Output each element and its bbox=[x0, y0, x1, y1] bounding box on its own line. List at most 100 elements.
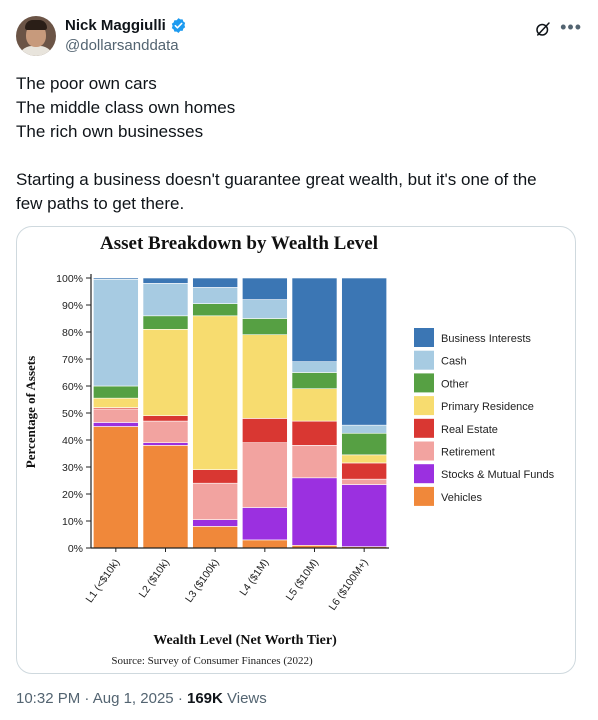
bar-segment bbox=[93, 422, 139, 427]
tweet-time[interactable]: 10:32 PM bbox=[16, 690, 81, 707]
bar-segment bbox=[242, 334, 288, 419]
y-tick-label: 10% bbox=[62, 516, 83, 528]
x-tick-label: L2 ($10k) bbox=[137, 557, 172, 600]
bar-segment bbox=[341, 432, 387, 456]
bar-segment bbox=[142, 420, 189, 444]
bar-segment bbox=[242, 277, 288, 300]
legend-label: Cash bbox=[441, 356, 467, 368]
legend-label: Primary Residence bbox=[441, 401, 534, 413]
bar-segment bbox=[192, 519, 238, 527]
views-label: Views bbox=[227, 690, 267, 707]
bar-segment bbox=[192, 482, 238, 520]
bar-segment bbox=[192, 303, 238, 317]
legend-swatch bbox=[414, 350, 434, 370]
bar-segment bbox=[93, 397, 139, 408]
legend-swatch bbox=[414, 396, 434, 416]
bar-segment bbox=[291, 420, 338, 446]
legend-swatch bbox=[414, 328, 434, 347]
x-axis-label: Wealth Level (Net Worth Tier) bbox=[153, 633, 337, 648]
bar-segment bbox=[242, 318, 288, 336]
bar-segment bbox=[341, 484, 387, 547]
legend-label: Business Interests bbox=[441, 333, 531, 345]
bar-segment bbox=[93, 426, 139, 549]
chart-image-card[interactable]: Asset Breakdown by Wealth Level Percenta… bbox=[16, 226, 576, 674]
bar-segment bbox=[242, 418, 288, 443]
y-tick-label: 20% bbox=[62, 489, 83, 501]
legend-swatch bbox=[414, 418, 434, 438]
bar-segment bbox=[142, 329, 189, 417]
x-tick-label: L5 ($10M) bbox=[284, 557, 321, 603]
more-icon[interactable]: ••• bbox=[560, 17, 582, 37]
bar-segment bbox=[242, 442, 288, 508]
tweet-line: The rich own businesses bbox=[16, 122, 204, 141]
tweet-meta: 10:32 PM · Aug 1, 2025 · 169K Views bbox=[16, 690, 267, 707]
legend-label: Other bbox=[441, 378, 469, 390]
bar-segment bbox=[291, 388, 338, 422]
x-tick-label: L1 (<$10k) bbox=[83, 557, 122, 605]
bar-segment bbox=[341, 277, 387, 426]
y-tick-label: 0% bbox=[68, 543, 83, 555]
legend-label: Retirement bbox=[441, 447, 495, 459]
bar-segment bbox=[93, 408, 139, 423]
bar-segment bbox=[93, 277, 139, 280]
y-tick-label: 80% bbox=[62, 327, 83, 339]
bar-segment bbox=[142, 442, 189, 446]
views-count: 169K bbox=[186, 690, 223, 707]
bar-segment bbox=[242, 507, 288, 541]
bar-segment bbox=[142, 415, 189, 422]
avatar[interactable] bbox=[16, 16, 56, 56]
tweet-date[interactable]: Aug 1, 2025 bbox=[92, 690, 174, 707]
author-name-row: Nick Maggiulli bbox=[65, 17, 187, 34]
y-tick-label: 60% bbox=[62, 381, 83, 393]
y-tick-label: 30% bbox=[62, 462, 83, 474]
tweet-text: The poor own cars The middle class own h… bbox=[16, 72, 576, 216]
bar-segment bbox=[341, 424, 387, 434]
legend-swatch bbox=[414, 486, 434, 506]
verified-badge-icon bbox=[171, 18, 186, 33]
bar-segment bbox=[291, 445, 338, 479]
bar-segment bbox=[142, 445, 189, 549]
bar-segment bbox=[242, 299, 288, 319]
author-name[interactable]: Nick Maggiulli bbox=[65, 17, 166, 34]
tweet-header: Nick Maggiulli @dollarsanddata ••• bbox=[16, 14, 582, 58]
y-tick-label: 50% bbox=[62, 408, 83, 420]
stacked-bar-chart: Asset Breakdown by Wealth Level Percenta… bbox=[23, 233, 555, 667]
x-tick-label: L3 ($100k) bbox=[183, 557, 222, 605]
tweet-line bbox=[16, 144, 576, 168]
bar-segment bbox=[341, 478, 387, 485]
chart-title: Asset Breakdown by Wealth Level bbox=[100, 233, 378, 254]
x-tick-label: L6 ($100M+) bbox=[326, 557, 370, 613]
bar-segment bbox=[192, 469, 238, 484]
author-handle[interactable]: @dollarsanddata bbox=[65, 37, 179, 54]
legend-swatch bbox=[414, 464, 434, 484]
bar-segment bbox=[291, 477, 338, 546]
legend-swatch bbox=[414, 373, 434, 393]
bar-segment bbox=[192, 287, 238, 304]
y-tick-label: 90% bbox=[62, 300, 83, 312]
y-tick-label: 40% bbox=[62, 435, 83, 447]
grok-icon[interactable] bbox=[534, 20, 552, 38]
legend-label: Real Estate bbox=[441, 424, 498, 436]
y-axis-label: Percentage of Assets bbox=[23, 356, 38, 468]
tweet-line: The middle class own homes bbox=[16, 98, 236, 117]
tweet-line: few paths to get there. bbox=[16, 194, 185, 213]
bar-segment bbox=[192, 277, 238, 288]
meta-separator: · bbox=[177, 690, 187, 707]
bar-segment bbox=[341, 462, 387, 480]
bar-segment bbox=[142, 277, 189, 284]
bar-segment bbox=[291, 277, 338, 362]
legend-label: Vehicles bbox=[441, 492, 482, 504]
bar-segment bbox=[291, 361, 338, 373]
legend-label: Stocks & Mutual Funds bbox=[441, 469, 555, 481]
bar-segment bbox=[93, 279, 139, 387]
bar-segment bbox=[192, 315, 238, 470]
tweet-line: Starting a business doesn't guarantee gr… bbox=[16, 170, 537, 189]
legend-swatch bbox=[414, 441, 434, 461]
bar-segment bbox=[142, 315, 189, 330]
bar-segment bbox=[93, 385, 139, 399]
bar-segment bbox=[291, 372, 338, 390]
x-tick-label: L4 ($1M) bbox=[237, 557, 271, 598]
tweet-line: The poor own cars bbox=[16, 74, 157, 93]
chart-source: Source: Survey of Consumer Finances (202… bbox=[111, 655, 313, 667]
bar-segment bbox=[142, 283, 189, 317]
